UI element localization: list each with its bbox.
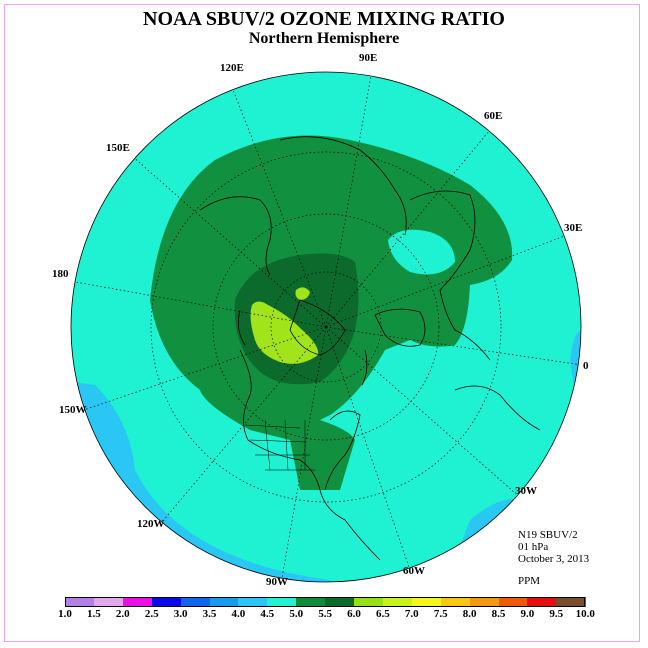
colorbar-tick-label: 2.5 — [144, 608, 159, 620]
date-label: October 3, 2013 — [518, 553, 590, 565]
colorbar-segment — [296, 597, 326, 607]
map-disk — [71, 72, 581, 582]
map-subtitle: Northern Hemisphere — [248, 30, 400, 47]
colorbar-tick-label: 4.5 — [260, 608, 275, 620]
colorbar-tick-label: 7.0 — [404, 608, 419, 620]
colorbar-segment — [209, 597, 239, 607]
map-title: NOAA SBUV/2 OZONE MIXING RATIO — [143, 8, 505, 30]
colorbar-tick-label: 1.0 — [58, 608, 72, 620]
colorbar-tick-label: 3.0 — [173, 608, 188, 620]
colorbar-tick-label: 9.5 — [549, 608, 564, 620]
colorbar-tick-label: 8.0 — [462, 608, 477, 620]
lon-label-120w: 120W — [137, 518, 165, 530]
colorbar-segment — [180, 597, 210, 607]
colorbar-segment — [498, 597, 528, 607]
colorbar-segment — [469, 597, 499, 607]
colorbar-tick-label: 4.0 — [231, 608, 246, 620]
lon-label-150e: 150E — [106, 142, 130, 154]
units-label: PPM — [518, 575, 541, 587]
ozone-band-6-0-small — [295, 287, 310, 300]
pressure-level-label: 01 hPa — [518, 541, 549, 553]
lon-label-60e: 60E — [484, 110, 503, 122]
colorbar-tick-label: 6.0 — [347, 608, 361, 620]
figure-frame — [4, 4, 640, 642]
lon-label-30e: 30E — [564, 222, 583, 234]
instrument-label: N19 SBUV/2 — [518, 529, 578, 541]
colorbar-segment — [440, 597, 471, 607]
ozone-band-6-0 — [250, 301, 319, 364]
lon-label-150w: 150W — [59, 404, 87, 416]
lon-label-120e: 120E — [220, 62, 244, 74]
ozone-hole-region — [388, 229, 455, 275]
colorbar-segment — [151, 597, 182, 607]
lon-label-90e: 90E — [359, 52, 378, 64]
colorbar-segment — [556, 597, 586, 607]
map-boundary — [70, 71, 582, 583]
colorbar-border — [65, 597, 586, 607]
colorbar-segment — [267, 597, 297, 607]
colorbar-tick-label: 7.5 — [433, 608, 448, 620]
colorbar-segment — [382, 597, 413, 607]
coastlines — [199, 136, 541, 561]
lon-label-0: 0 — [583, 360, 589, 372]
colorbar-segment — [354, 597, 384, 607]
colorbar-tick-label: 3.5 — [202, 608, 217, 620]
colorbar-segment — [65, 597, 95, 607]
colorbar-tick-label: 10.0 — [575, 608, 595, 620]
colorbar-tick-label: 8.5 — [491, 608, 506, 620]
colorbar-tick-label: 9.0 — [520, 608, 535, 620]
colorbar-segment — [93, 597, 124, 607]
colorbar-segment — [122, 597, 153, 607]
us-state-lines — [244, 419, 315, 471]
colorbar-segment — [411, 597, 442, 607]
colorbar-tick-label: 5.5 — [318, 608, 332, 620]
colorbar-segment — [325, 597, 355, 607]
colorbar-tick-label: 2.0 — [115, 608, 130, 620]
colorbar-segment — [238, 597, 268, 607]
colorbar-tick-label: 6.5 — [376, 608, 390, 620]
lon-label-180: 180 — [52, 268, 69, 280]
colorbar-tick-label: 5.0 — [289, 608, 304, 620]
lon-label-60w: 60W — [403, 565, 425, 577]
lon-label-90w: 90W — [266, 576, 288, 588]
colorbar-segment — [527, 597, 557, 607]
lon-label-30w: 30W — [515, 485, 537, 497]
colorbar-tick-label: 1.5 — [87, 608, 101, 620]
